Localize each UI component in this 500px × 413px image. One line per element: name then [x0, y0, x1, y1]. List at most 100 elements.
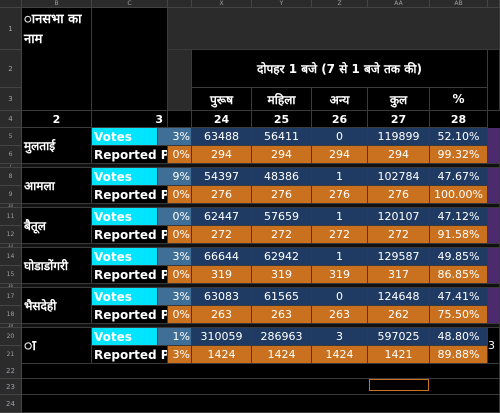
col-header-next[interactable]: [488, 0, 500, 8]
reported-fragment[interactable]: 0%: [168, 186, 192, 204]
reported-value[interactable]: 1424: [192, 346, 252, 364]
votes-label[interactable]: Votes: [92, 248, 158, 266]
reported-label[interactable]: Reported Po: [92, 266, 168, 284]
reported-label[interactable]: Reported Po: [92, 226, 168, 244]
reported-value[interactable]: 317: [368, 266, 430, 284]
index-z[interactable]: 26: [312, 111, 368, 128]
votes-fragment[interactable]: 3%: [158, 128, 192, 146]
index-b[interactable]: 2: [22, 111, 92, 128]
constituency-name[interactable]: ा: [22, 328, 92, 364]
votes-value[interactable]: 129587: [368, 248, 430, 266]
row-header[interactable]: 8: [0, 168, 22, 186]
row-header[interactable]: 6: [0, 146, 22, 164]
votes-value[interactable]: 120107: [368, 208, 430, 226]
col-header-x[interactable]: X: [192, 0, 252, 8]
votes-label[interactable]: Votes: [92, 128, 158, 146]
col-header-aa[interactable]: AA: [368, 0, 430, 8]
constituency-name[interactable]: भैसदेही: [22, 288, 92, 324]
reported-value[interactable]: 272: [252, 226, 312, 244]
row-header[interactable]: 23: [0, 379, 22, 395]
row-header[interactable]: 18: [0, 306, 22, 324]
reported-value[interactable]: 319: [252, 266, 312, 284]
reported-label[interactable]: Reported Po: [92, 146, 168, 164]
votes-fragment[interactable]: 0%: [158, 208, 192, 226]
votes-fragment[interactable]: 9%: [158, 168, 192, 186]
votes-value[interactable]: 47.41%: [430, 288, 488, 306]
votes-value[interactable]: 48.80%: [430, 328, 488, 346]
col-header-b[interactable]: B: [22, 0, 92, 8]
reported-value[interactable]: 263: [312, 306, 368, 324]
period-title[interactable]: दोपहर 1 बजे (7 से 1 बजे तक की): [192, 50, 488, 88]
reported-value[interactable]: 91.58%: [430, 226, 488, 244]
col-header-z[interactable]: Z: [312, 0, 368, 8]
row-header[interactable]: 24: [0, 395, 22, 413]
sub-header-female[interactable]: महिला: [252, 88, 312, 111]
index-ab[interactable]: 28: [430, 111, 488, 128]
reported-value[interactable]: 319: [192, 266, 252, 284]
corner-cell[interactable]: [0, 0, 22, 8]
index-y[interactable]: 25: [252, 111, 312, 128]
votes-value[interactable]: 597025: [368, 328, 430, 346]
row-header[interactable]: 11: [0, 208, 22, 226]
reported-value[interactable]: 1424: [312, 346, 368, 364]
reported-label[interactable]: Reported Po: [92, 186, 168, 204]
row-header[interactable]: 1: [0, 8, 22, 50]
reported-label[interactable]: Reported Po: [92, 346, 168, 364]
votes-fragment[interactable]: 3%: [158, 248, 192, 266]
reported-label[interactable]: Reported Po: [92, 306, 168, 324]
votes-label[interactable]: Votes: [92, 328, 158, 346]
votes-label[interactable]: Votes: [92, 208, 158, 226]
votes-value[interactable]: 1: [312, 248, 368, 266]
votes-value[interactable]: 48386: [252, 168, 312, 186]
votes-value[interactable]: 63083: [192, 288, 252, 306]
reported-fragment[interactable]: 3%: [168, 346, 192, 364]
votes-value[interactable]: 56411: [252, 128, 312, 146]
reported-fragment[interactable]: 0%: [168, 226, 192, 244]
votes-value[interactable]: 124648: [368, 288, 430, 306]
empty-row-24[interactable]: [22, 395, 500, 413]
row-header[interactable]: 20: [0, 328, 22, 346]
row-header[interactable]: 12: [0, 226, 22, 244]
row-header[interactable]: 16: [0, 284, 22, 288]
empty-row-22[interactable]: [22, 363, 500, 379]
reported-value[interactable]: 263: [192, 306, 252, 324]
reported-value[interactable]: 272: [312, 226, 368, 244]
reported-value[interactable]: 294: [312, 146, 368, 164]
votes-value[interactable]: 54397: [192, 168, 252, 186]
next-column-edge[interactable]: [488, 248, 500, 284]
reported-value[interactable]: 75.50%: [430, 306, 488, 324]
row-header[interactable]: 22: [0, 363, 22, 379]
reported-value[interactable]: 1421: [368, 346, 430, 364]
reported-value[interactable]: 1424: [252, 346, 312, 364]
constituency-name[interactable]: घोडाडोंगरी: [22, 248, 92, 284]
row-header[interactable]: 5: [0, 128, 22, 146]
reported-fragment[interactable]: 0%: [168, 146, 192, 164]
header-right-gap[interactable]: [488, 50, 500, 111]
votes-fragment[interactable]: 1%: [158, 328, 192, 346]
district-title[interactable]: ानसभा का नाम: [22, 8, 92, 111]
col-header-hidden[interactable]: [168, 0, 192, 8]
sub-header-total[interactable]: कुल: [368, 88, 430, 111]
header-left-band[interactable]: [168, 50, 192, 111]
reported-value[interactable]: 294: [252, 146, 312, 164]
reported-value[interactable]: 86.85%: [430, 266, 488, 284]
row-header[interactable]: 21: [0, 346, 22, 364]
row-header[interactable]: 9: [0, 186, 22, 204]
index-hidden[interactable]: [168, 111, 192, 128]
votes-value[interactable]: 57659: [252, 208, 312, 226]
next-column-edge[interactable]: 3: [488, 328, 500, 364]
constituency-name[interactable]: आमला: [22, 168, 92, 204]
reported-value[interactable]: 276: [368, 186, 430, 204]
row-header[interactable]: 10: [0, 204, 22, 208]
sub-header-other[interactable]: अन्य: [312, 88, 368, 111]
votes-value[interactable]: 0: [312, 288, 368, 306]
header-top-band[interactable]: [168, 8, 500, 50]
row-header[interactable]: 2: [0, 50, 22, 88]
index-aa[interactable]: 27: [368, 111, 430, 128]
reported-value[interactable]: 276: [252, 186, 312, 204]
votes-value[interactable]: 66644: [192, 248, 252, 266]
votes-value[interactable]: 62447: [192, 208, 252, 226]
sub-header-percent[interactable]: %: [430, 88, 488, 111]
row-header[interactable]: 19: [0, 324, 22, 328]
